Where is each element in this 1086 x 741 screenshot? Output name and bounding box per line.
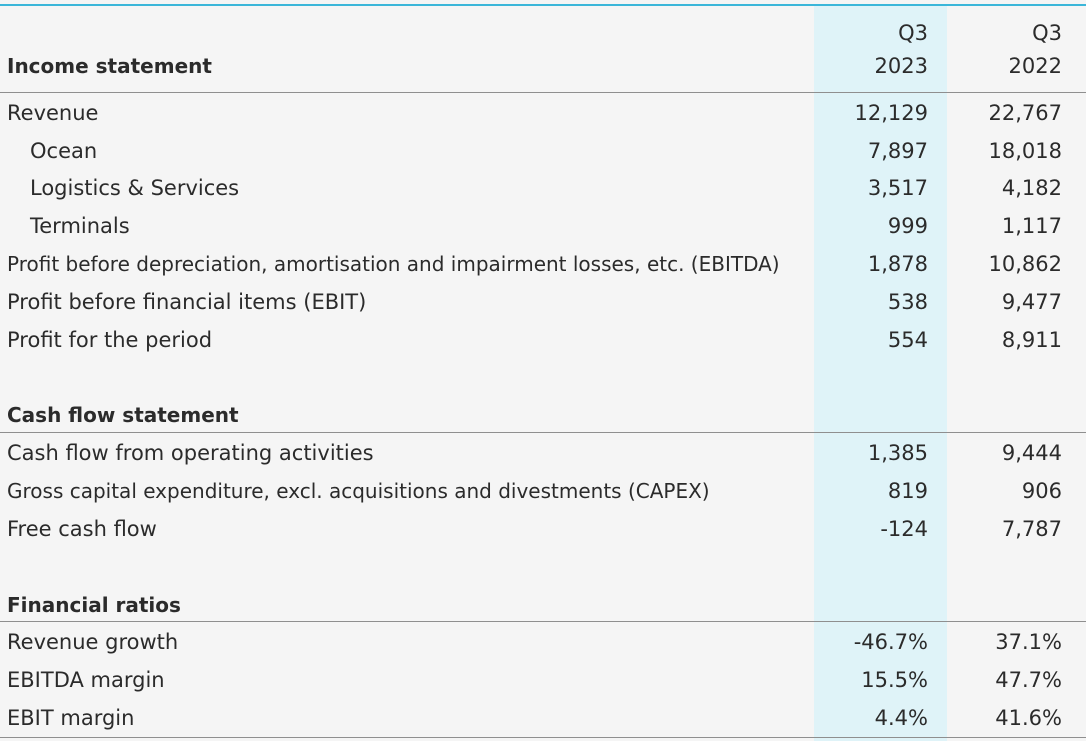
table-row: EBITDA margin 15.5% 47.7%: [0, 661, 1086, 699]
value-q3-2022: 7,787: [1001, 517, 1062, 541]
section-title: Financial ratios: [7, 593, 181, 617]
section-header-ratios: Financial ratios: [0, 586, 1086, 624]
table-row: Ocean 7,897 18,018: [0, 132, 1086, 170]
table-row: Free cash flow -124 7,787: [0, 510, 1086, 548]
value-q3-2022: 47.7%: [995, 668, 1062, 692]
row-label: Revenue: [7, 101, 99, 125]
row-label: Ocean: [30, 139, 98, 163]
table-row: Terminals 999 1,117: [0, 207, 1086, 245]
value-q3-2023: 999: [887, 214, 928, 238]
value-q3-2022: 9,477: [1001, 290, 1062, 314]
section-divider: [0, 621, 1086, 622]
row-label: EBIT margin: [7, 706, 135, 730]
value-q3-2023: -124: [880, 517, 928, 541]
section-divider: [0, 92, 1086, 93]
table-row: Revenue growth -46.7% 37.1%: [0, 623, 1086, 661]
table-bottom-rule: [0, 737, 1086, 738]
value-q3-2022: 18,018: [988, 139, 1062, 163]
col-header-q3-2022: Q3 2022: [1009, 17, 1062, 83]
row-label: EBITDA margin: [7, 668, 165, 692]
row-label: Profit before depreciation, amortisation…: [7, 252, 780, 276]
col-header-quarter: Q3: [1032, 21, 1062, 45]
value-q3-2022: 9,444: [1001, 441, 1062, 465]
col-header-year: 2022: [1008, 54, 1062, 78]
col-header-quarter: Q3: [898, 21, 928, 45]
value-q3-2022: 10,862: [988, 252, 1062, 276]
section-header-income: Income statement: [0, 47, 1086, 85]
value-q3-2023: -46.7%: [853, 630, 928, 654]
top-accent-line: [0, 4, 1086, 6]
row-label: Gross capital expenditure, excl. acquisi…: [7, 479, 710, 503]
row-label: Profit before financial items (EBIT): [7, 290, 367, 314]
value-q3-2023: 15.5%: [861, 668, 928, 692]
table-row: Profit before financial items (EBIT) 538…: [0, 283, 1086, 321]
section-divider: [0, 432, 1086, 433]
row-label: Cash flow from operating activities: [7, 441, 374, 465]
value-q3-2023: 7,897: [867, 139, 928, 163]
value-q3-2023: 554: [887, 328, 928, 352]
value-q3-2023: 1,385: [867, 441, 928, 465]
table-row: Profit for the period 554 8,911: [0, 321, 1086, 359]
section-title: Income statement: [7, 54, 212, 78]
table-row: Logistics & Services 3,517 4,182: [0, 169, 1086, 207]
current-period-highlight: [814, 6, 947, 741]
value-q3-2023: 538: [887, 290, 928, 314]
value-q3-2022: 37.1%: [995, 630, 1062, 654]
row-label: Logistics & Services: [30, 176, 240, 200]
section-header-cashflow: Cash flow statement: [0, 396, 1086, 434]
value-q3-2022: 4,182: [1001, 176, 1062, 200]
value-q3-2023: 3,517: [867, 176, 928, 200]
section-title: Cash flow statement: [7, 403, 239, 427]
value-q3-2023: 12,129: [854, 101, 928, 125]
col-header-q3-2023: Q3 2023: [875, 17, 928, 83]
value-q3-2023: 4.4%: [874, 706, 928, 730]
table-row: Revenue 12,129 22,767: [0, 94, 1086, 132]
value-q3-2022: 8,911: [1001, 328, 1062, 352]
col-header-year: 2023: [874, 54, 928, 78]
table-row: EBIT margin 4.4% 41.6%: [0, 699, 1086, 737]
table-row: Cash flow from operating activities 1,38…: [0, 434, 1086, 472]
table-row: Gross capital expenditure, excl. acquisi…: [0, 472, 1086, 510]
value-q3-2022: 41.6%: [995, 706, 1062, 730]
value-q3-2022: 22,767: [988, 101, 1062, 125]
value-q3-2022: 906: [1021, 479, 1062, 503]
row-label: Terminals: [30, 214, 130, 238]
row-label: Free cash flow: [7, 517, 157, 541]
table-row: Profit before depreciation, amortisation…: [0, 245, 1086, 283]
row-label: Profit for the period: [7, 328, 213, 352]
value-q3-2023: 819: [887, 479, 928, 503]
value-q3-2022: 1,117: [1001, 214, 1062, 238]
row-label: Revenue growth: [7, 630, 179, 654]
value-q3-2023: 1,878: [867, 252, 928, 276]
